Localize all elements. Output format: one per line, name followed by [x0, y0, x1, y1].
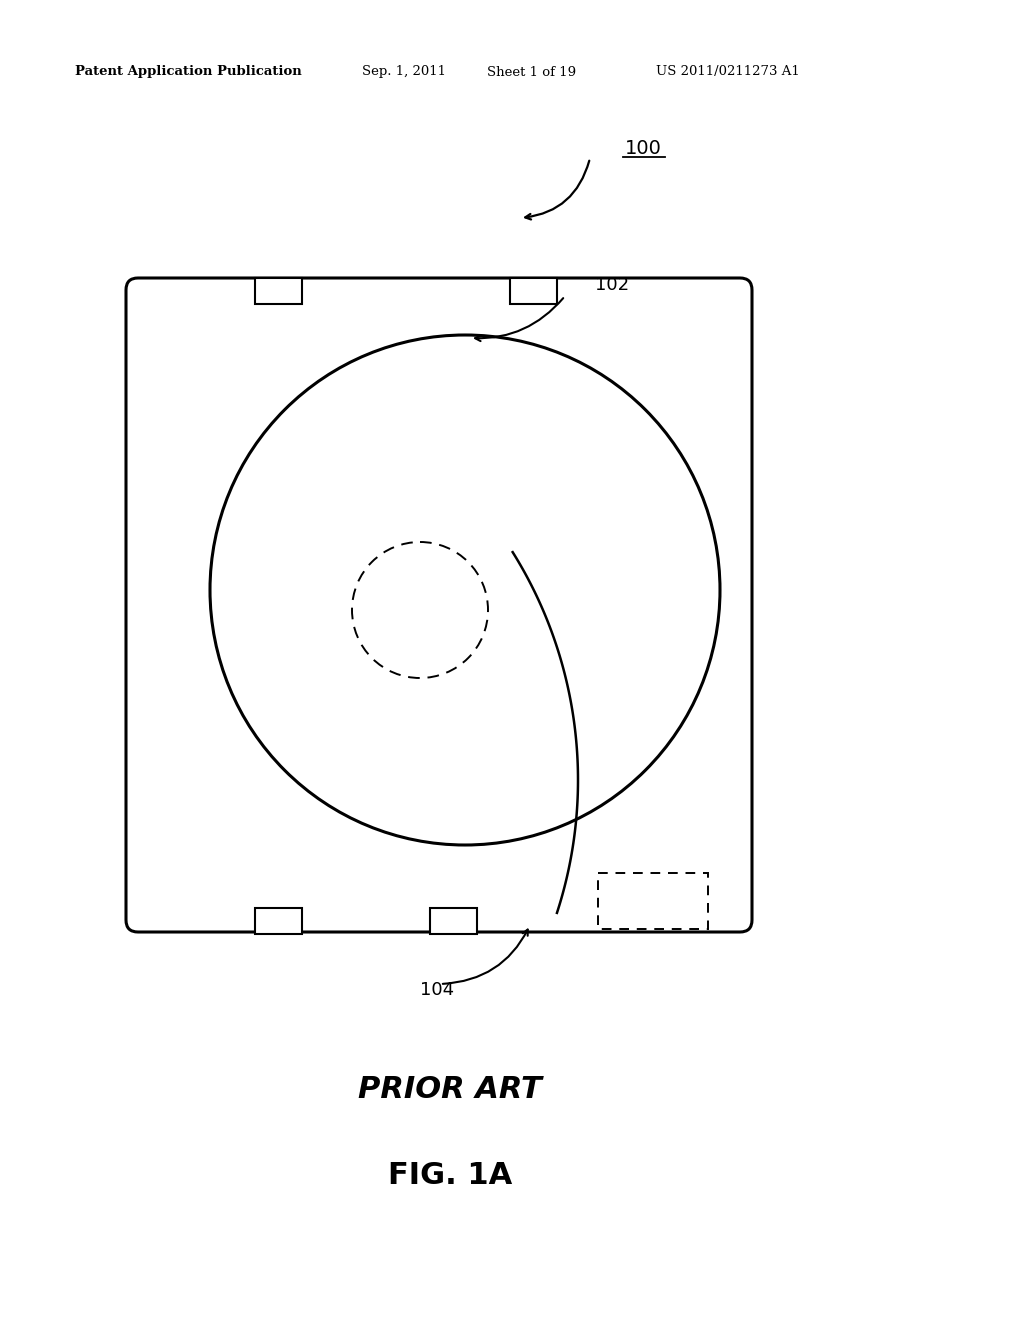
- Text: Sheet 1 of 19: Sheet 1 of 19: [487, 66, 577, 78]
- FancyBboxPatch shape: [126, 279, 752, 932]
- Bar: [255, 279, 302, 304]
- Text: 100: 100: [625, 139, 662, 157]
- Bar: [598, 873, 708, 929]
- Text: FIG. 1A: FIG. 1A: [388, 1160, 512, 1189]
- Text: 102: 102: [595, 276, 629, 294]
- Bar: [510, 279, 557, 304]
- Bar: [255, 908, 302, 935]
- Bar: [430, 908, 477, 935]
- Text: Sep. 1, 2011: Sep. 1, 2011: [362, 66, 446, 78]
- Text: Patent Application Publication: Patent Application Publication: [75, 66, 302, 78]
- Text: PRIOR ART: PRIOR ART: [358, 1076, 542, 1105]
- Text: US 2011/0211273 A1: US 2011/0211273 A1: [656, 66, 800, 78]
- Text: 104: 104: [420, 981, 454, 999]
